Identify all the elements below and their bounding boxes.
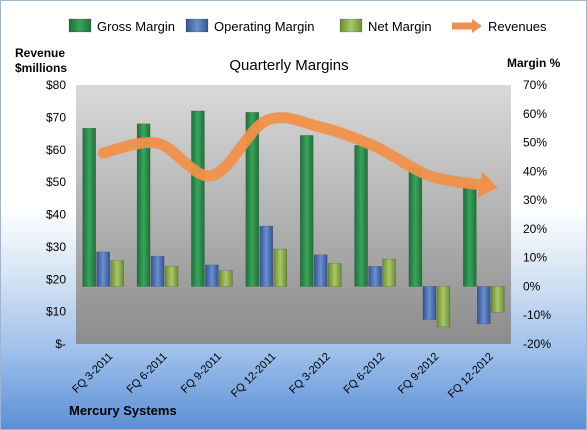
revenues-line-arrowhead [477,171,498,198]
legend-label-operating-margin: Operating Margin [214,19,314,34]
bar-net-margin-fq-3-2011 [110,260,124,287]
bar-net-margin-fq-12-2011 [273,248,288,287]
bar-net-margin-fq-6-2011 [164,266,179,287]
bar-gross-margin-fq-12-2011 [245,112,260,287]
right-tick-40: 40% [523,164,547,178]
chart-title: Quarterly Margins [229,57,348,74]
left-tick-0: $- [55,337,66,351]
bar-gross-margin-fq-6-2011 [136,123,151,287]
right-tick-10: -10% [523,308,551,322]
right-tick-20: 20% [523,222,547,236]
bar-operating-margin-fq-9-2011 [205,264,219,287]
right-tick-50: 50% [523,136,547,150]
right-tick-10: 10% [523,251,547,265]
right-tick-30: 30% [523,193,547,207]
bar-gross-margin-fq-9-2011 [191,110,205,287]
bar-operating-margin-fq-9-2012 [422,286,437,320]
bar-net-margin-fq-3-2012 [327,263,342,287]
bar-operating-margin-fq-12-2011 [259,225,274,287]
category-label-fq-6-2012: FQ 6-2012 [342,351,388,397]
category-label-fq-3-2011: FQ 3-2011 [70,351,115,396]
bar-net-margin-fq-12-2012 [491,286,505,313]
right-tick-0: 0% [523,279,541,293]
bar-gross-margin-fq-3-2012 [299,135,314,287]
left-tick-6: $60 [46,143,66,157]
bar-gross-margin-fq-3-2011 [82,127,96,287]
bar-net-margin-fq-6-2012 [382,258,396,287]
left-tick-7: $70 [46,110,66,124]
legend-swatch-net-margin [339,18,363,33]
bar-operating-margin-fq-12-2012 [477,286,491,325]
right-axis-title: Margin % [507,56,561,70]
left-tick-5: $50 [46,175,66,189]
category-label-fq-3-2012: FQ 3-2012 [287,351,333,397]
category-label-fq-12-2011: FQ 12-2011 [229,351,278,400]
left-tick-3: $30 [46,240,66,254]
legend: Gross Margin Operating Margin Net Margin Re… [68,18,547,34]
bar-net-margin-fq-9-2011 [219,270,233,287]
bar-gross-margin-fq-9-2012 [408,168,423,287]
right-tick-70: 70% [523,78,547,92]
bars-layer [82,110,505,327]
footer-label: Mercury Systems [69,403,177,418]
bar-gross-margin-fq-12-2012 [463,185,477,287]
bar-operating-margin-fq-3-2012 [313,254,328,287]
revenues-line [97,112,490,191]
category-label-fq-9-2011: FQ 9-2011 [179,351,224,396]
bar-net-margin-fq-9-2012 [436,286,451,327]
legend-label-net-margin: Net Margin [368,19,432,34]
legend-swatch-revenues-arrowhead [472,19,482,33]
bar-operating-margin-fq-6-2012 [368,266,382,287]
legend-swatch-gross-margin [68,18,92,33]
category-label-fq-6-2011: FQ 6-2011 [125,351,170,396]
left-tick-4: $40 [46,208,66,222]
legend-label-gross-margin: Gross Margin [97,19,175,34]
revenue-line-layer [97,112,498,198]
right-tick-60: 60% [523,107,547,121]
category-label-fq-12-2012: FQ 12-2012 [446,351,496,401]
right-tick-20: -20% [523,337,551,351]
bar-operating-margin-fq-6-2011 [150,255,165,287]
left-tick-2: $20 [46,272,66,286]
left-tick-1: $10 [46,305,66,319]
left-tick-8: $80 [46,78,66,92]
legend-label-revenues: Revenues [488,19,547,34]
legend-swatch-operating-margin [185,18,209,33]
bar-operating-margin-fq-3-2011 [96,251,110,287]
category-label-fq-9-2012: FQ 9-2012 [396,351,442,397]
bar-gross-margin-fq-6-2012 [354,145,368,287]
left-axis-title: Revenue $millions [15,46,68,75]
